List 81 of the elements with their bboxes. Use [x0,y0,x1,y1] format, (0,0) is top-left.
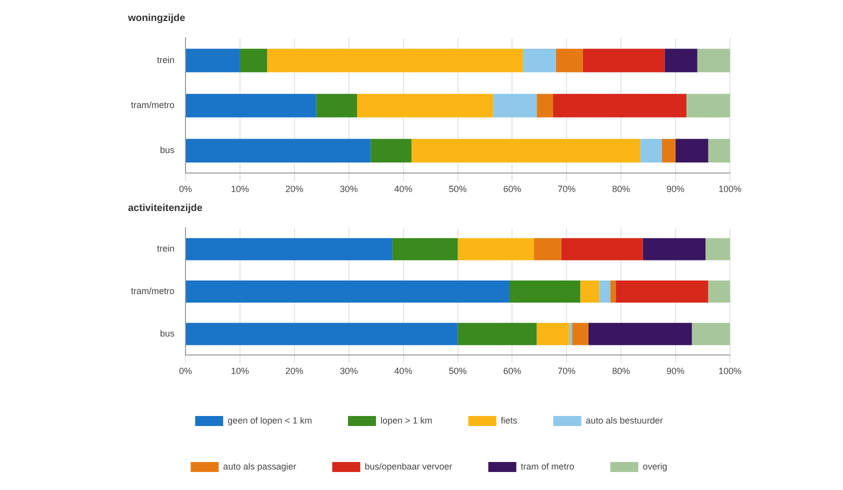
x-tick-label: 80% [612,366,630,376]
bar [556,48,583,72]
bar [267,48,524,72]
y-tick-label: bus [160,145,175,156]
chart-title: activiteitenzijde [128,202,203,214]
bar [186,322,458,346]
x-tick-label: 70% [558,184,576,194]
bar [509,280,580,303]
bar [686,94,730,118]
bar [523,48,556,72]
bar [640,138,662,162]
legend-label: geen of lopen < 1 km [228,415,312,426]
x-tick-label: 40% [394,184,412,194]
bar [493,94,537,118]
x-tick-label: 60% [503,366,522,376]
bar [588,322,692,346]
x-tick-label: 10% [230,184,249,194]
bar [186,238,392,260]
x-tick-label: 40% [394,366,412,376]
x-tick-label: 0% [179,366,192,376]
bar [186,48,240,72]
bar [458,238,534,260]
bar [186,280,510,303]
bar [553,94,686,118]
bar [561,238,643,260]
bar [692,322,730,346]
legend-label: bus/openbaar vervoer [364,461,452,472]
x-tick-label: 20% [285,184,304,194]
bar [186,138,371,162]
x-tick-label: 100% [718,184,742,194]
y-tick-label: bus [160,328,175,338]
bar [582,48,665,72]
bar [610,280,616,303]
legend-label: auto als passagier [223,461,296,472]
chart-title: woningzijde [127,12,186,24]
x-tick-label: 80% [612,184,630,194]
y-tick-label: trein [156,55,175,66]
bar [616,280,708,303]
x-tick-label: 70% [558,366,576,376]
x-tick-label: 20% [285,366,304,376]
legend-label: fiets [500,415,518,426]
bar [240,48,268,72]
x-tick-label: 50% [448,366,467,376]
y-tick-label: tram/metro [130,286,175,296]
x-tick-label: 90% [666,184,685,194]
bar [536,322,570,346]
bar [708,138,730,162]
x-tick-label: 30% [340,184,358,194]
bar [580,280,600,303]
bar [534,238,562,260]
legend-label: lopen > 1 km [380,415,432,426]
bar [392,238,458,260]
bar [599,280,610,303]
legend-label: overig [642,461,668,472]
bar [458,322,537,346]
x-tick-label: 0% [179,184,192,194]
bar [676,138,708,162]
legend-label: tram of metro [520,461,574,472]
bar [186,94,316,118]
bar [697,48,730,72]
bar [662,138,676,162]
x-tick-label: 90% [666,366,685,376]
bar [572,322,588,346]
bar [536,94,554,118]
y-tick-label: tram/metro [130,100,175,110]
bar [642,238,706,260]
bar [370,138,412,162]
bar [664,48,698,72]
bar [357,94,494,118]
x-tick-label: 30% [340,366,358,376]
bar [569,322,572,346]
legend-label: auto als bestuurder [586,415,663,426]
bar [316,94,358,118]
bar [708,280,730,303]
bar [411,138,640,162]
x-tick-label: 60% [503,184,522,194]
x-tick-label: 10% [230,366,249,376]
x-tick-label: 100% [718,366,742,376]
y-tick-label: trein [156,244,175,254]
bar [706,238,730,260]
x-tick-label: 50% [448,184,467,194]
